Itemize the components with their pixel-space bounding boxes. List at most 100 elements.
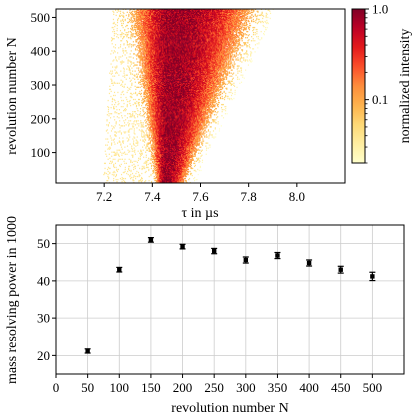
heatmap-cell — [186, 143, 188, 145]
heatmap-cell — [152, 132, 154, 134]
heatmap-cell — [107, 158, 109, 160]
heatmap-cell — [179, 153, 181, 155]
heatmap-cell — [167, 170, 169, 173]
heatmap-cell — [194, 147, 196, 149]
heatmap-cell — [126, 172, 128, 175]
heatmap-cell — [185, 135, 187, 137]
heatmap-cell — [171, 141, 173, 143]
heatmap-cell — [182, 171, 184, 174]
heatmap-cell — [161, 136, 164, 138]
heatmap-cell — [163, 173, 165, 176]
heatmap-cell — [167, 175, 169, 178]
heatmap-cell — [157, 174, 160, 177]
heatmap-cell — [178, 138, 180, 140]
heatmap-cell — [143, 162, 145, 165]
heatmap-cell — [173, 139, 175, 141]
heatmap-cell — [174, 148, 176, 150]
heatmap-cell — [182, 163, 184, 166]
heatmap-cell — [161, 175, 163, 178]
heatmap-cell — [133, 126, 135, 128]
heatmap-cell — [161, 143, 163, 145]
heatmap-cell — [179, 148, 181, 150]
heatmap-cell — [157, 134, 159, 136]
heatmap-cell — [117, 178, 119, 181]
heatmap-cell — [148, 147, 150, 149]
heatmap-cell — [154, 136, 156, 138]
heatmap-cell — [117, 168, 120, 171]
heatmap-cell — [172, 166, 174, 169]
heatmap-cell — [204, 129, 206, 131]
heatmap-cell — [192, 126, 194, 128]
heatmap-cell — [178, 144, 180, 146]
heatmap-cell — [191, 147, 193, 149]
heatmap-cell — [171, 140, 173, 142]
heatmap-cell — [190, 142, 192, 144]
heatmap-cell — [176, 141, 178, 143]
heatmap-cell — [175, 140, 177, 142]
heatmap-cell — [180, 174, 182, 177]
heatmap-cell — [166, 139, 168, 141]
heatmap-cell — [162, 125, 164, 127]
heatmap-cell — [111, 160, 113, 163]
heatmap-cell — [172, 130, 174, 132]
heatmap-cell — [196, 142, 198, 144]
heatmap-cell — [122, 137, 124, 139]
heatmap-cell — [111, 155, 113, 157]
heatmap-cell — [175, 162, 177, 165]
heatmap-cell — [162, 132, 164, 134]
heatmap-cell — [152, 129, 154, 131]
heatmap-cell — [194, 135, 196, 137]
heatmap-cell — [111, 143, 113, 145]
heatmap-cell — [152, 143, 154, 145]
heatmap-cell — [184, 166, 186, 169]
heatmap-cell — [195, 160, 198, 163]
heatmap-cell — [205, 145, 207, 147]
heatmap-cell — [161, 163, 163, 166]
heatmap-cell — [164, 167, 166, 170]
heatmap-cell — [167, 165, 169, 168]
heatmap-cell — [150, 130, 152, 132]
heatmap-cell — [180, 137, 182, 139]
heatmap-cell — [168, 171, 170, 174]
heatmap-cell — [171, 132, 173, 134]
heatmap-cell — [190, 124, 192, 126]
heatmap-cell — [158, 179, 160, 182]
heatmap-cell — [161, 140, 163, 142]
heatmap-cell — [150, 131, 152, 133]
heatmap-cell — [198, 128, 200, 130]
heatmap-cell — [144, 138, 146, 140]
heatmap-cell — [175, 142, 178, 144]
heatmap-cell — [181, 170, 183, 173]
heatmap-cell — [215, 107, 218, 110]
heatmap-cell — [204, 135, 206, 137]
heatmap-cell — [179, 173, 181, 176]
heatmap-cell — [173, 166, 175, 169]
heatmap-cell — [114, 134, 116, 136]
heatmap-cell — [176, 130, 178, 132]
heatmap-cell — [158, 175, 160, 178]
heatmap-cell — [123, 120, 125, 122]
heatmap-cell — [165, 142, 167, 144]
heatmap-cell — [110, 130, 113, 132]
heatmap-cell — [163, 128, 165, 130]
heatmap-cell — [137, 120, 139, 122]
heatmap-cell — [181, 164, 183, 167]
heatmap-cell — [221, 115, 223, 117]
heatmap-cell — [121, 158, 124, 160]
heatmap-cell — [158, 131, 160, 133]
heatmap-cell — [185, 159, 187, 161]
heatmap-cell — [176, 158, 178, 160]
heatmap-cell — [176, 140, 178, 142]
heatmap-cell — [166, 156, 168, 158]
heatmap-cell — [157, 159, 159, 161]
heatmap-cell — [183, 158, 185, 160]
heatmap-cell — [220, 106, 223, 109]
heatmap-cell — [180, 154, 182, 156]
heatmap-cell — [178, 161, 180, 164]
heatmap-cell — [185, 164, 187, 167]
heatmap-cell — [164, 131, 166, 133]
heatmap-cell — [165, 178, 167, 181]
heatmap-cell — [184, 161, 187, 164]
heatmap-cell — [159, 131, 161, 133]
heatmap-cell — [185, 140, 187, 142]
